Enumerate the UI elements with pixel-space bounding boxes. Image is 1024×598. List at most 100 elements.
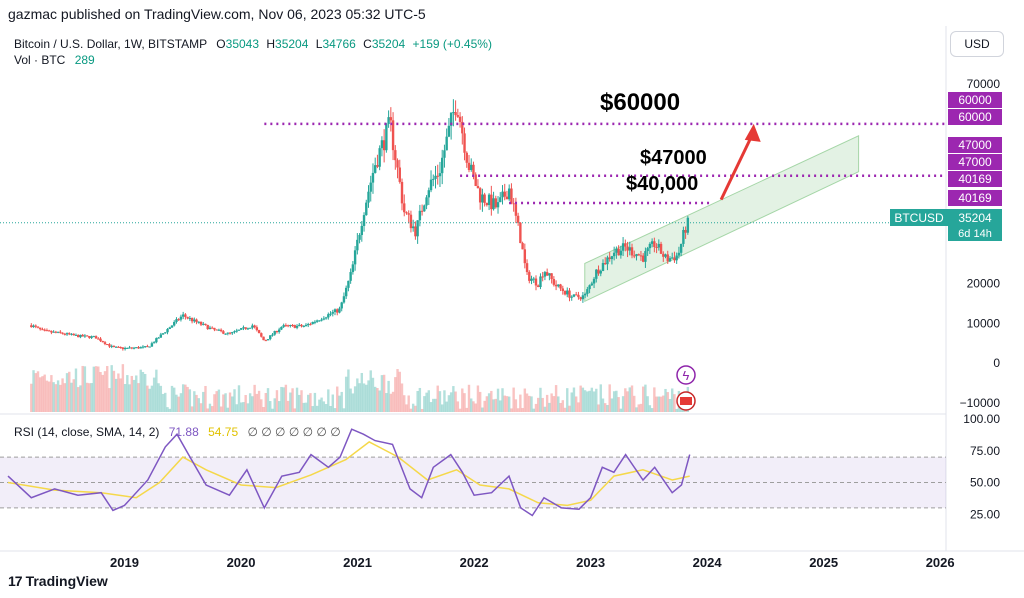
candle-body (403, 203, 406, 213)
volume-bar (123, 384, 127, 412)
candle-body (79, 334, 82, 338)
volume-bar (90, 383, 93, 412)
candle-body (324, 317, 328, 319)
candle-body (356, 239, 359, 251)
volume-bar (103, 371, 107, 412)
volume-bar (291, 388, 294, 412)
volume-bar (635, 407, 638, 412)
candle-body (365, 202, 368, 216)
candle-body (322, 318, 326, 320)
current-price-tag: 35204 (958, 211, 992, 225)
candle-body (85, 335, 89, 337)
currency-button[interactable]: USD (950, 31, 1004, 57)
volume-bar (300, 390, 303, 412)
volume-bar (248, 393, 252, 412)
chart-canvas[interactable]: 70000 20000 10000 0 −10000 2019 2020 2021 2022 20… (0, 26, 1024, 571)
rsi-tick-label: 50.00 (970, 476, 1000, 490)
volume-bar (193, 391, 196, 412)
volume-bar (510, 408, 513, 412)
volume-bar (548, 402, 551, 412)
current-price-tag-bg (948, 209, 1002, 241)
volume-bar (452, 386, 455, 412)
candle-body (338, 308, 341, 313)
candle-body (240, 328, 243, 330)
volume-bar (530, 396, 533, 412)
candle-body (293, 325, 297, 328)
candle-body (70, 333, 73, 335)
candle-body (472, 164, 475, 175)
volume-bar (639, 403, 643, 412)
target-arrow-head (744, 123, 761, 142)
volume-bar (615, 390, 618, 412)
volume-bar (644, 384, 647, 412)
volume-bar (425, 392, 428, 412)
tag-60000-a: 60000 (958, 93, 992, 107)
volume-bar (114, 378, 118, 412)
volume-bar (184, 384, 187, 412)
candle-body (233, 331, 236, 333)
candle-body (362, 215, 366, 226)
volume-bar (554, 385, 558, 412)
volume-bar (396, 369, 399, 412)
candle-body (621, 243, 625, 251)
volume-bar (286, 400, 290, 412)
candle-body (219, 329, 223, 332)
volume-bar (432, 398, 435, 412)
candle-body (43, 329, 46, 331)
volume-bar (273, 398, 276, 412)
candle-body (72, 333, 75, 336)
volume-bar (492, 399, 495, 412)
high-value: 35204 (275, 37, 309, 51)
rsi-label[interactable]: RSI (14, close, SMA, 14, 2) (14, 425, 160, 439)
candle-body (161, 333, 165, 335)
volume-bar (351, 393, 355, 412)
open-label: O (216, 37, 226, 51)
price-tick-label: 0 (993, 356, 1000, 370)
volume-bar (577, 402, 580, 412)
rsi-pane (0, 428, 946, 517)
volume-bar (289, 392, 292, 412)
candle-body (601, 263, 605, 271)
candle-body (329, 313, 332, 315)
candle-body (300, 324, 303, 327)
time-tick-label: 2019 (110, 555, 139, 570)
candle-body (90, 336, 93, 338)
candle-body (123, 348, 127, 350)
candle-body (521, 243, 524, 250)
candle-body (36, 326, 40, 328)
volume-bar (244, 395, 247, 412)
candle-body (340, 302, 343, 309)
candle-body (117, 346, 120, 348)
symbol-label[interactable]: Bitcoin / U.S. Dollar, 1W, BITSTAMP (14, 37, 207, 51)
volume-bar (240, 402, 243, 412)
volume-bar (552, 396, 556, 412)
volume-bar (128, 384, 131, 412)
candle-body (143, 346, 147, 348)
candle-body (376, 165, 379, 167)
volume-bar (586, 391, 589, 412)
tradingview-logo[interactable]: 17 TradingView (8, 573, 108, 589)
candle-body (483, 194, 486, 203)
volume-bar (282, 387, 285, 412)
candle-body (510, 188, 513, 204)
volume-bar (219, 406, 223, 412)
candle-body (494, 198, 497, 208)
candle-body (577, 294, 580, 298)
candle-body (242, 327, 245, 329)
annotation-47000: $47000 (640, 147, 707, 169)
volume-label[interactable]: Vol · BTC (14, 53, 66, 67)
candle-body (284, 325, 288, 327)
volume-bar (671, 388, 674, 412)
tag-47000-b-bg (948, 154, 1002, 170)
candle-body (302, 326, 305, 328)
volume-bar (369, 370, 372, 412)
candle-body (673, 257, 676, 261)
candle-body (552, 279, 556, 285)
candle-body (222, 331, 225, 334)
volume-bar (164, 392, 167, 412)
candle-body (277, 329, 281, 333)
tradingview-mark: 17 (8, 573, 23, 589)
volume-bar (407, 395, 410, 412)
candle-body (188, 318, 192, 320)
volume-bar (257, 390, 261, 412)
